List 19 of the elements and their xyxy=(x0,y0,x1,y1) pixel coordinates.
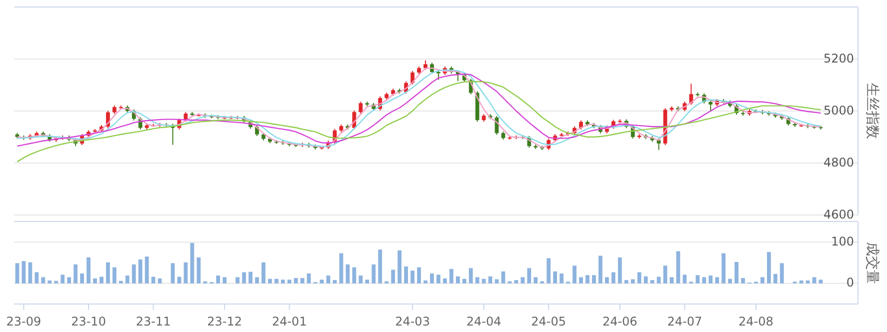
x-tick-label: 24-06 xyxy=(602,314,638,328)
x-tick-label: 24-04 xyxy=(466,314,502,328)
x-tick-label: 24-03 xyxy=(395,314,430,328)
y-tick-label: 5000 xyxy=(823,103,854,118)
x-tick-label: 23-12 xyxy=(207,314,242,328)
x-tick-label: 24-05 xyxy=(531,314,566,328)
x-tick-label: 24-08 xyxy=(738,314,774,328)
x-tick-label: 24-07 xyxy=(667,314,702,328)
x-tick-label: 24-01 xyxy=(272,314,307,328)
y-tick-label: 100 xyxy=(831,234,854,248)
y-tick-label: 0 xyxy=(846,276,854,290)
x-tick-label: 23-10 xyxy=(71,314,106,328)
y-tick-label: 4800 xyxy=(823,155,854,170)
y-tick-label: 4600 xyxy=(823,207,854,222)
y-tick-label: 5200 xyxy=(823,51,854,66)
y-axis-title: 成交量 xyxy=(864,242,880,284)
x-tick-label: 23-09 xyxy=(6,314,42,328)
y-axis-title: 生丝指数 xyxy=(864,83,880,139)
x-tick-label: 23-11 xyxy=(136,314,171,328)
